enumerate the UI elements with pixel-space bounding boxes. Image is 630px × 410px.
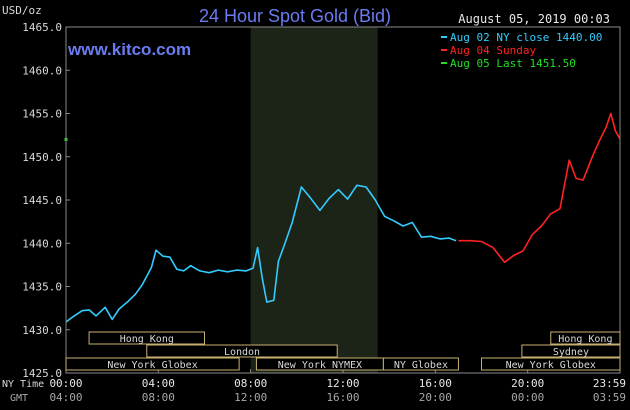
- x-tick-label-ny: 08:00: [234, 377, 267, 390]
- x-tick-label-ny: 16:00: [419, 377, 452, 390]
- y-tick-label: 1425.0: [22, 367, 62, 380]
- timestamp: August 05, 2019 00:03: [458, 12, 610, 26]
- unit-label: USD/oz: [2, 4, 42, 17]
- x-tick-label-gmt: 08:00: [142, 391, 175, 404]
- x-tick-label-gmt: 12:00: [234, 391, 267, 404]
- legend-background: [438, 29, 616, 68]
- market-session-bar: [88, 331, 205, 345]
- market-session-bar: [382, 357, 459, 371]
- x-tick-label-gmt: 16:00: [326, 391, 359, 404]
- market-session-label: Hong Kong: [120, 334, 174, 345]
- website-label: www.kitco.com: [67, 40, 191, 59]
- market-session-bar: [521, 344, 621, 358]
- y-tick-label: 1445.0: [22, 194, 62, 207]
- x-tick-label-ny: 00:00: [49, 377, 82, 390]
- x-tick-label-ny: 12:00: [326, 377, 359, 390]
- y-tick-label: 1430.0: [22, 324, 62, 337]
- x-tick-label-gmt: 03:59: [593, 391, 626, 404]
- legend-entry: Aug 04 Sunday: [450, 44, 536, 57]
- y-axis-tick-labels: 1425.0 1430.0 1435.0 1440.0 1445.0 1450.0 1455…: [22, 21, 62, 380]
- market-session-bar: [550, 331, 621, 345]
- market-session-bar: [65, 357, 240, 371]
- series-line: [458, 112, 621, 264]
- market-session-bar: [481, 357, 621, 371]
- plot-frame: [65, 26, 621, 374]
- x-axis-tick-labels: 00:0004:0004:0008:0008:0012:0012:0016:00…: [49, 377, 626, 404]
- x-tick-label-gmt: 20:00: [419, 391, 452, 404]
- x-tick-label-gmt: 04:00: [49, 391, 82, 404]
- x-tick-label-ny: 23:59: [593, 377, 626, 390]
- plot-area: [64, 26, 621, 374]
- x-tick-label-ny: 04:00: [142, 377, 175, 390]
- market-session-label: London: [224, 347, 260, 358]
- y-tick-label: 1435.0: [22, 281, 62, 294]
- gmt-label: GMT: [10, 393, 28, 404]
- market-session-label: New York Globex: [506, 360, 596, 371]
- market-sessions: Hong Kong London New York Globex New York N…: [65, 331, 621, 371]
- chart-title: 24 Hour Spot Gold (Bid): [199, 6, 391, 26]
- market-session-label: NY Globex: [394, 360, 448, 371]
- y-tick-label: 1450.0: [22, 151, 62, 164]
- y-tick-label: 1465.0: [22, 21, 62, 34]
- x-tick-label-gmt: 00:00: [511, 391, 544, 404]
- market-session-label: Sydney: [553, 347, 589, 358]
- y-tick-label: 1460.0: [22, 64, 62, 77]
- nymex-highlight-band: [250, 27, 378, 373]
- legend-entry: Aug 05 Last 1451.50: [450, 57, 576, 70]
- series-layer: [65, 112, 621, 323]
- market-session-label: New York Globex: [107, 360, 197, 371]
- market-session-label: New York NYMEX: [278, 360, 362, 371]
- ny-time-label: NY Time: [2, 379, 44, 390]
- x-tick-label-ny: 20:00: [511, 377, 544, 390]
- legend-entry: Aug 02 NY close 1440.00: [450, 31, 602, 44]
- series-line: [65, 184, 457, 323]
- market-session-label: Hong Kong: [558, 334, 612, 345]
- y-tick-label: 1440.0: [22, 237, 62, 250]
- market-session-bar: [146, 344, 338, 358]
- y-tick-label: 1455.0: [22, 108, 62, 121]
